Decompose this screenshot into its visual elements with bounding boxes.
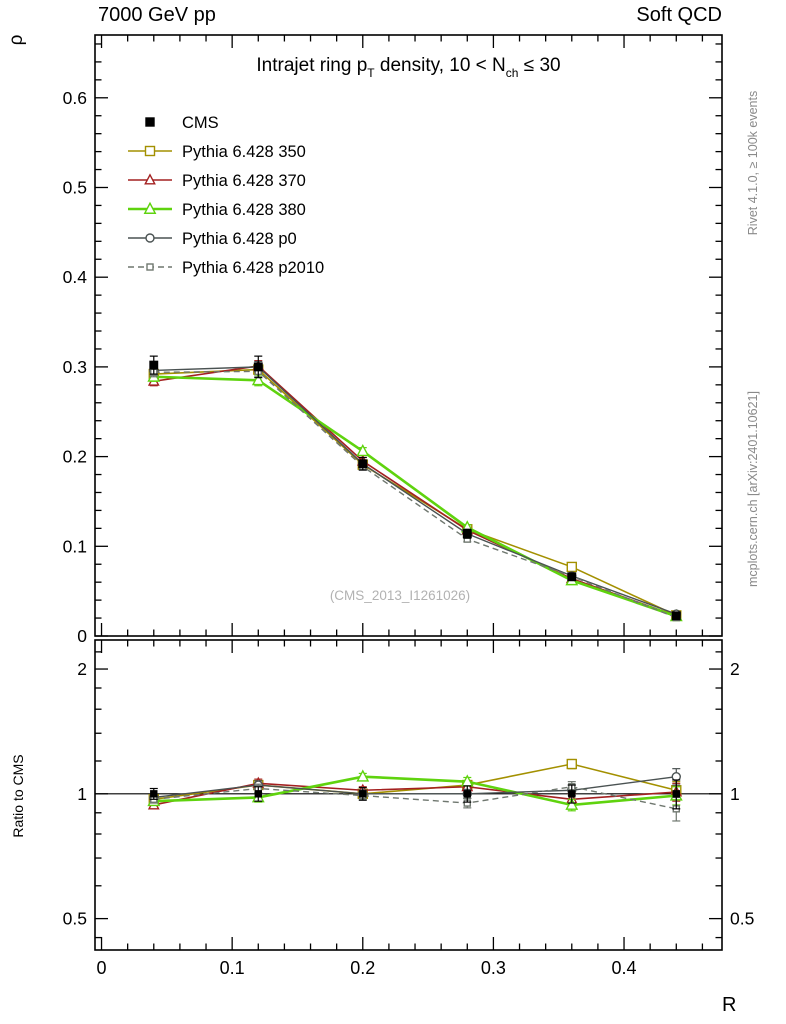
series-pythia-6-428-370 [147,359,683,810]
beam-energy-label: 7000 GeV pp [98,4,216,26]
legend-label-pythia-6-428-p0: Pythia 6.428 p0 [182,230,297,248]
data-marker [672,790,680,798]
x-tick-label: 0 [97,958,107,978]
data-marker [359,790,367,798]
data-marker [254,790,262,798]
data-marker [462,529,472,539]
ratio-panel-frame [94,639,723,951]
panel-frames [94,34,723,951]
series-line-ratio [153,786,677,810]
title-text: ≤ 30 [518,55,561,76]
title-subscript: ch [505,66,519,80]
data-marker [568,790,576,798]
series-line-ratio [153,775,677,807]
series-line-main [153,365,677,617]
x-axis-label: R [722,994,737,1016]
y-tick-label-main: 0.4 [63,267,88,287]
data-marker [145,233,155,243]
mcplots-reference-note: mcplots.cern.ch [arXiv:2401.10621] [746,391,760,587]
x-tick-label: 0.2 [350,958,375,978]
series-pythia-6-428-p0 [149,360,681,803]
legend-label-pythia-6-428-p2010: Pythia 6.428 p2010 [182,259,324,277]
series-pythia-6-428-350 [148,363,682,805]
y-tick-label-main: 0.3 [63,357,87,377]
series-line-ratio [153,775,677,799]
data-marker [566,758,577,770]
data-marker [253,362,263,372]
data-marker [356,769,370,782]
data-marker [671,611,681,621]
x-tick-label: 0.3 [481,958,506,978]
process-label: Soft QCD [636,4,722,26]
y-tick-label-ratio-right: 1 [730,784,740,804]
y-tick-label-ratio-left: 0.5 [63,909,87,929]
series-line-main [153,370,677,619]
y-axis-label-ratio: Ratio to CMS [10,754,26,838]
data-marker [145,117,155,127]
plot-title: Intrajet ring pT density, 10 < Nch ≤ 30 [95,55,722,80]
y-tick-label-ratio-right: 2 [730,659,740,679]
axis-ticks [95,35,722,950]
y-tick-label-main: 0.5 [63,177,87,197]
legend-label-pythia-6-428-370: Pythia 6.428 370 [182,172,306,190]
legend-label-pythia-6-428-350: Pythia 6.428 350 [182,143,306,161]
legend-label-cms: CMS [182,114,219,132]
data-marker [565,797,579,810]
y-tick-label-ratio-right: 0.5 [730,909,754,929]
y-tick-label-main: 0.6 [63,88,87,108]
y-tick-label-ratio-left: 2 [77,659,87,679]
data-marker [143,201,157,214]
main-panel-frame [94,34,723,637]
title-text: Intrajet ring p [256,55,368,76]
data-marker [567,572,577,582]
title-subscript: T [367,66,375,80]
data-marker [146,263,154,271]
analysis-id-watermark: (CMS_2013_I1261026) [329,588,471,603]
series-line-main [153,366,677,615]
data-marker [356,443,370,457]
series-line-main [153,375,677,618]
x-tick-label: 0.4 [612,958,637,978]
cms-data-points [149,355,681,810]
data-marker [566,561,577,573]
data-marker [149,360,159,370]
y-tick-label-main: 0.2 [63,447,87,467]
legend: CMS Pythia 6.428 350 Pythia 6.428 370 Pythi… [128,114,324,277]
axis-tick-labels: 0 0.1 0.2 0.3 0.4 0 0.1 0.2 0.3 0.4 0.5 0.6 0.5 0.5 1 1… [63,88,755,978]
y-axis-label-main: ρ [6,34,27,46]
rivet-version-note: Rivet 4.1.0, ≥ 100k events [746,90,760,236]
x-tick-label: 0.1 [220,958,245,978]
y-tick-label-main: 0.1 [63,536,87,556]
y-tick-label-main: 0 [77,626,87,646]
data-marker [144,173,156,185]
title-text: density, 10 < N [374,55,506,76]
data-marker [358,459,368,469]
data-marker [251,373,265,386]
legend-label-pythia-6-428-380: Pythia 6.428 380 [182,201,306,219]
data-marker [463,790,471,798]
data-marker [150,790,158,798]
y-tick-label-ratio-left: 1 [77,784,87,804]
data-marker [144,145,156,157]
series-line-main [153,368,677,617]
